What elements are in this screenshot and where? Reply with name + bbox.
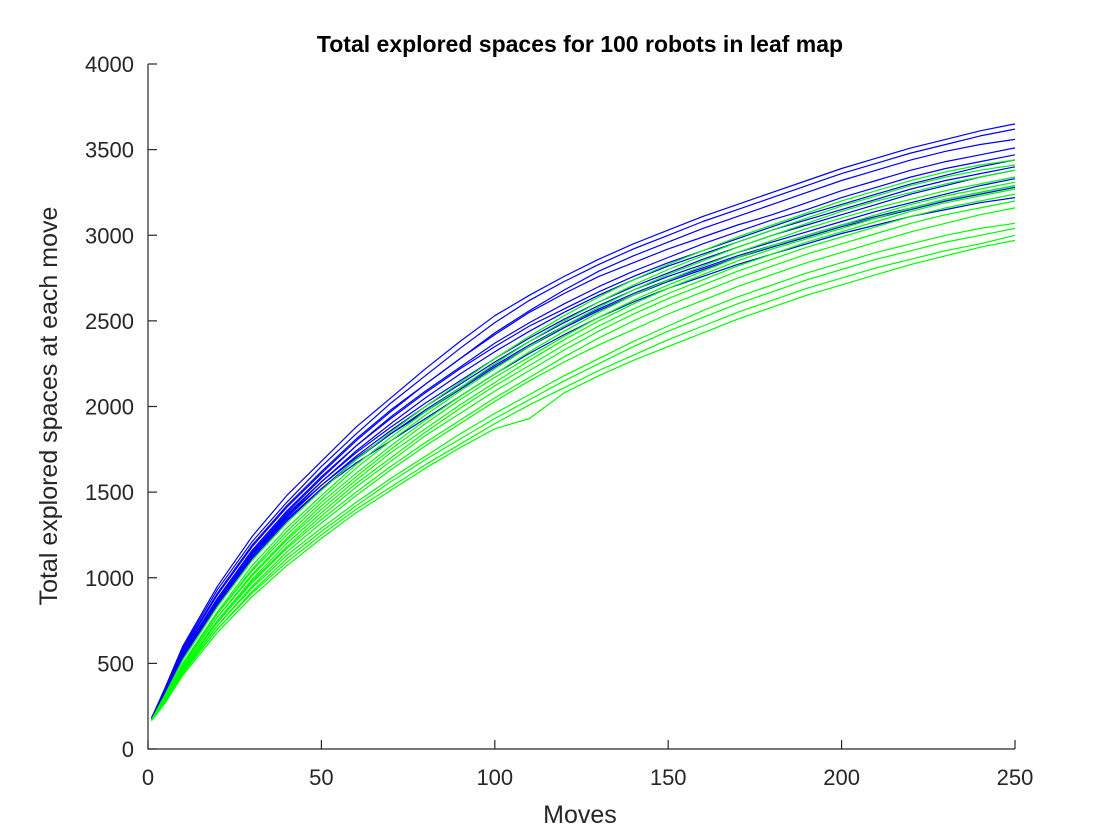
series-line-blue-2	[150, 128, 1016, 719]
y-tick-label: 1500	[85, 480, 134, 505]
x-tick-label: 100	[476, 765, 513, 790]
series-line-green-18	[150, 185, 1016, 721]
y-tick-label: 3500	[85, 138, 134, 163]
x-tick-label: 50	[309, 765, 333, 790]
series-line-blue-6	[150, 159, 1016, 719]
y-tick-label: 4000	[85, 52, 134, 77]
y-tick-label: 2000	[85, 395, 134, 420]
series-line-blue-5	[150, 154, 1016, 721]
y-tick-label: 500	[97, 651, 134, 676]
series-line-green-14	[150, 164, 1016, 721]
y-tick-label: 3000	[85, 223, 134, 248]
series-line-green-25	[151, 234, 1016, 721]
series-line-green-17	[150, 181, 1016, 721]
y-axis-title: Total explored spaces at each move	[35, 207, 63, 606]
tick-layer: 0 50 100 150 200 2500500100015002000250030003…	[85, 52, 1033, 790]
series-line-blue-3	[150, 138, 1016, 721]
chart-title: Total explored spaces for 100 robots in …	[317, 31, 843, 57]
series-line-green-16	[150, 176, 1016, 721]
series-line-green-22	[151, 207, 1016, 721]
x-tick-label: 0	[142, 765, 154, 790]
y-tick-label: 1000	[85, 566, 134, 591]
series-line-green-24	[151, 227, 1016, 721]
series-line-green-15	[150, 169, 1016, 721]
series-line-green-26	[151, 239, 1016, 722]
series-line-blue-1	[150, 123, 1016, 719]
series-line-green-23	[151, 222, 1016, 721]
series-line-green-19	[151, 188, 1016, 721]
series-layer	[150, 123, 1016, 722]
y-tick-label: 0	[122, 737, 134, 762]
series-line-green-20	[151, 193, 1016, 721]
x-axis-title: Moves	[543, 801, 617, 829]
y-tick-label: 2500	[85, 309, 134, 334]
series-line-green-13	[150, 159, 1016, 721]
x-tick-label: 200	[823, 765, 860, 790]
x-tick-label: 150	[650, 765, 687, 790]
x-tick-label: 250	[997, 765, 1034, 790]
series-line-blue-4	[150, 147, 1016, 719]
series-line-blue-9	[150, 178, 1016, 721]
series-line-green-21	[151, 200, 1016, 721]
series-line-blue-12	[150, 197, 1016, 719]
